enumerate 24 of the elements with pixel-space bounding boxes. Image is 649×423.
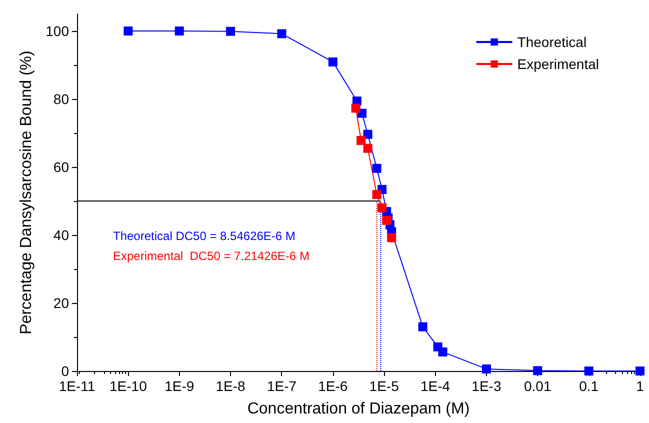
y-tick-label: 80 (53, 91, 70, 107)
y-axis-title: Percentage Dansylsarcosine Bound (%) (18, 50, 36, 334)
x-tick-label: 1 (636, 378, 644, 394)
legend-label: Experimental (517, 56, 599, 72)
legend-label: Theoretical (517, 34, 587, 50)
y-tick-label: 20 (53, 295, 70, 311)
x-tick-label: 1E-6 (318, 378, 348, 394)
y-tick-label: 100 (46, 23, 70, 39)
y-tick-label: 40 (53, 227, 70, 243)
annotation: Experimental DC50 = 7.21426E-6 M (113, 249, 310, 263)
x-tick-label: 1E-8 (216, 378, 246, 394)
x-tick-label: 1E-10 (110, 378, 148, 394)
x-axis-title: Concentration of Diazepam (M) (247, 400, 470, 418)
x-tick-label: 1E-4 (420, 378, 450, 394)
x-tick-label: 1E-9 (164, 378, 194, 394)
y-tick-label: 0 (61, 363, 70, 379)
x-tick-label: 0.1 (579, 378, 599, 394)
x-tick-label: 1E-7 (266, 378, 297, 394)
x-tick-label: 0.01 (524, 378, 552, 394)
x-tick-label: 1E-5 (369, 378, 400, 394)
annotation: Theoretical DC50 = 8.54626E-6 M (113, 229, 296, 243)
y-tick-label: 60 (53, 159, 70, 175)
x-tick-label: 1E-3 (472, 378, 502, 394)
x-tick-label: 1E-11 (58, 378, 96, 394)
